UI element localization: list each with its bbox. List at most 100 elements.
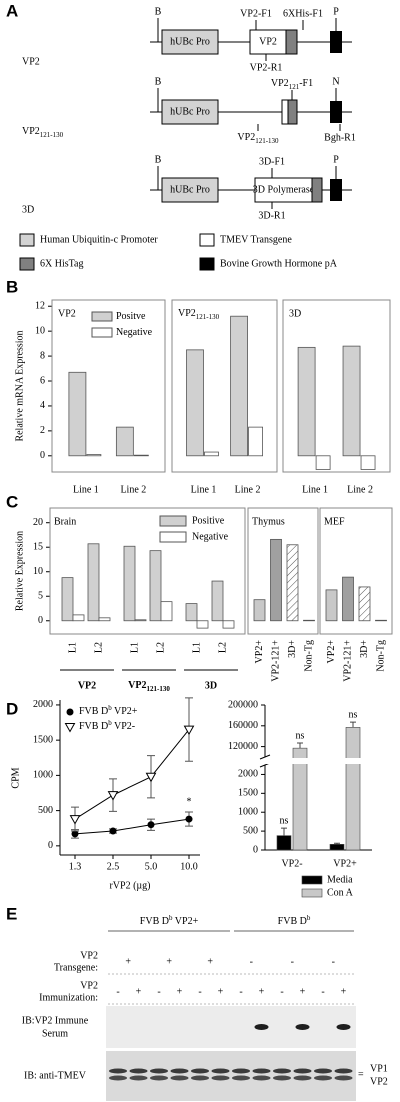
x-tick-label: Line 1: [73, 484, 99, 495]
panel-title: VP2: [58, 308, 76, 319]
construct-name: VP2121-130: [22, 126, 64, 138]
group-header-part: b: [307, 914, 311, 922]
y-tick-label: 160000: [228, 720, 258, 731]
marker: [66, 708, 74, 716]
construct-name: 3D: [22, 204, 34, 215]
blot-image: [106, 1051, 356, 1101]
legend-label-part: b: [108, 704, 112, 712]
x-tick-label: Line 2: [120, 484, 146, 495]
sign: -: [157, 986, 160, 997]
histag-box: [311, 177, 323, 203]
histag-box: [287, 99, 298, 125]
panel-title: MEF: [324, 516, 345, 527]
band: [232, 1068, 250, 1074]
y-tick-label: 1500: [33, 734, 53, 745]
panel-title: Brain: [54, 516, 76, 527]
marker: [147, 821, 155, 829]
marker: [183, 725, 195, 736]
bar: [253, 599, 266, 622]
sign: +: [300, 986, 306, 997]
legend-label-part: b: [108, 719, 112, 727]
primer-label-part: -F1: [299, 78, 313, 89]
band: [129, 1068, 148, 1074]
bar: [98, 617, 111, 622]
bar: [115, 426, 134, 457]
group-header: FVB Db VP2+: [140, 914, 199, 928]
legend-swatch: [199, 257, 215, 271]
group-header-part: b: [169, 914, 173, 922]
promoter-box: [161, 29, 219, 55]
construct-name-part: VP2: [22, 126, 40, 137]
group-header-part: VP2+: [172, 916, 198, 927]
legend-swatch: [159, 515, 187, 527]
bar: [315, 455, 331, 470]
group-label-part: VP2: [128, 680, 146, 691]
x-tick-label: 3D+: [287, 640, 298, 658]
panel-label: C: [6, 492, 18, 511]
primer-label-part: VP2: [237, 132, 255, 143]
legend-swatch: [91, 327, 113, 338]
band: [232, 1075, 250, 1081]
y-axis-label: CPM: [10, 767, 21, 788]
line: [74, 729, 190, 820]
bar: [375, 619, 387, 622]
band: [293, 1075, 312, 1081]
x-tick-label: VP2+: [333, 858, 357, 869]
y-tick-label: 120000: [228, 741, 258, 752]
legend-label-part: VP2-: [112, 721, 135, 732]
primer-label: 3D-F1: [259, 156, 285, 167]
bar: [204, 451, 219, 457]
sign: +: [166, 956, 172, 967]
bar: [61, 577, 74, 622]
sign: +: [218, 986, 224, 997]
primer-label: VP2-F1: [240, 8, 272, 19]
panel-label: E: [6, 904, 17, 923]
bar: [133, 454, 149, 457]
legend-swatch: [159, 531, 187, 543]
band: [334, 1075, 353, 1081]
bar: [325, 589, 338, 622]
y-tick-label: 15: [33, 542, 43, 553]
legend-label: Human Ubiquitin-c Promoter: [40, 234, 158, 245]
group-header-part: FVB D: [278, 916, 307, 927]
x-tick-label: 10.0: [180, 861, 198, 872]
x-tick-label: L2: [155, 642, 166, 653]
legend-label: Bovine Growth Hormone pA: [220, 258, 338, 269]
legend-label-part: FVB D: [79, 721, 108, 732]
panel-frame: [319, 507, 393, 635]
sign: -: [250, 956, 253, 967]
bar: [68, 371, 87, 457]
band-label: VP1: [370, 1063, 388, 1074]
y-tick-label: 0: [48, 840, 53, 851]
panel-label: B: [6, 277, 18, 296]
group-header-part: FVB D: [140, 916, 169, 927]
transgene-label: VP2: [259, 36, 277, 47]
group-label-part: 121-130: [147, 685, 171, 693]
primer-label: Bgh-R1: [324, 132, 356, 143]
x-tick-label: Line 1: [302, 484, 328, 495]
bar: [72, 614, 85, 622]
blot-image: [106, 1006, 356, 1048]
blot-label: IB:VP2 Immune: [22, 1015, 89, 1026]
bar: [211, 580, 224, 622]
annotation: ns: [296, 730, 305, 741]
panel-title: VP2121-130: [178, 308, 220, 320]
y-tick-label: 1000: [33, 770, 53, 781]
bar: [86, 454, 102, 457]
primer-label: VP2121-130: [237, 132, 279, 144]
band: [150, 1068, 168, 1074]
sign: -: [291, 956, 294, 967]
line: [74, 818, 190, 835]
legend-label: Positive: [192, 515, 225, 526]
y-tick-label: 0: [38, 615, 43, 626]
legend-label: 6X HisTag: [40, 258, 83, 269]
promoter-box: [161, 99, 219, 125]
bar: [160, 601, 173, 622]
primer-label: VP2-R1: [250, 62, 283, 73]
band: [191, 1068, 209, 1074]
bar: [276, 835, 292, 851]
x-tick-label: 5.0: [145, 861, 158, 872]
site-label: P: [333, 6, 339, 17]
band: [254, 1024, 269, 1030]
x-tick-label: VP2+: [254, 640, 265, 664]
